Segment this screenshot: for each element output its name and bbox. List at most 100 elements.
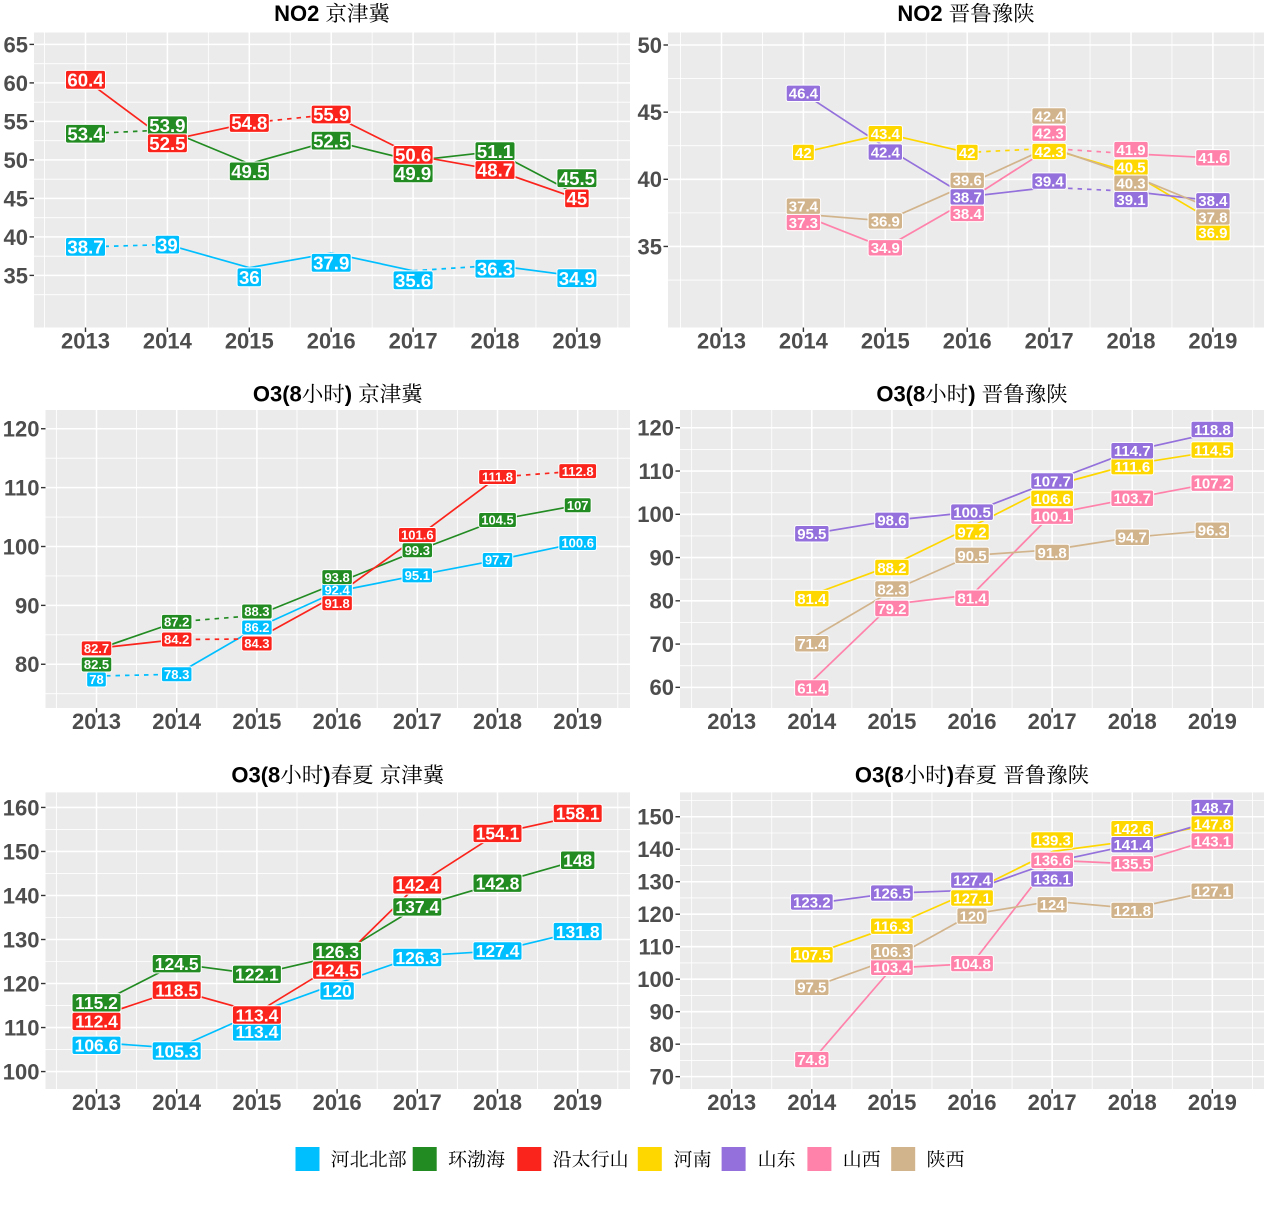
svg-text:2014: 2014	[143, 329, 193, 354]
svg-text:124.5: 124.5	[155, 954, 199, 974]
svg-text:38.7: 38.7	[67, 237, 103, 258]
svg-text:55.9: 55.9	[313, 104, 349, 125]
svg-text:142.6: 142.6	[1113, 821, 1151, 838]
svg-text:140: 140	[637, 837, 674, 862]
svg-text:39.4: 39.4	[1034, 173, 1064, 190]
svg-text:113.4: 113.4	[235, 1005, 278, 1025]
svg-text:40: 40	[4, 225, 28, 250]
svg-text:110: 110	[4, 476, 40, 501]
svg-text:111.8: 111.8	[482, 470, 513, 485]
svg-text:2019: 2019	[1188, 329, 1237, 354]
svg-text:97.5: 97.5	[797, 980, 826, 997]
svg-text:120: 120	[322, 981, 351, 1001]
svg-text:45: 45	[4, 186, 28, 211]
svg-text:2019: 2019	[1188, 709, 1237, 734]
svg-text:122.1: 122.1	[235, 965, 279, 985]
svg-text:106.6: 106.6	[75, 1036, 119, 1056]
svg-text:90: 90	[15, 593, 39, 618]
svg-text:104.5: 104.5	[481, 513, 514, 528]
svg-text:): )	[968, 382, 981, 407]
svg-text:35.6: 35.6	[395, 270, 431, 291]
svg-text:36.9: 36.9	[1198, 225, 1227, 242]
svg-text:95.5: 95.5	[797, 526, 826, 543]
svg-text:2016: 2016	[948, 709, 997, 734]
svg-text:2015: 2015	[867, 1090, 916, 1115]
svg-text:100.6: 100.6	[561, 536, 594, 551]
svg-text:126.3: 126.3	[395, 948, 439, 968]
svg-text:88.3: 88.3	[244, 604, 269, 619]
svg-text:79.2: 79.2	[877, 601, 906, 618]
svg-text:140: 140	[3, 883, 40, 908]
svg-text:42.4: 42.4	[1034, 108, 1064, 125]
svg-text:118.5: 118.5	[155, 980, 198, 1000]
svg-text:130: 130	[637, 870, 674, 895]
svg-text:106.3: 106.3	[873, 944, 911, 961]
svg-text:39: 39	[157, 234, 178, 255]
svg-text:100: 100	[3, 1059, 40, 1084]
svg-text:111.6: 111.6	[1114, 459, 1150, 476]
svg-text:90: 90	[650, 1000, 674, 1025]
svg-text:2014: 2014	[152, 1090, 202, 1115]
svg-text:2015: 2015	[225, 329, 274, 354]
svg-text:2013: 2013	[72, 709, 121, 734]
svg-text:90.5: 90.5	[957, 548, 986, 565]
svg-text:52.5: 52.5	[149, 133, 185, 154]
svg-text:2018: 2018	[1107, 329, 1156, 354]
svg-text:127.1: 127.1	[1194, 884, 1232, 901]
svg-text:O3(8: O3(8	[253, 382, 302, 407]
svg-text:2013: 2013	[707, 1090, 756, 1115]
svg-text:51.1: 51.1	[477, 141, 513, 162]
svg-text:98.6: 98.6	[877, 513, 906, 530]
svg-text:34.9: 34.9	[871, 240, 900, 257]
svg-text:127.1: 127.1	[953, 890, 991, 907]
svg-text:2013: 2013	[61, 329, 110, 354]
svg-text:107: 107	[567, 498, 589, 513]
svg-text:120: 120	[637, 416, 674, 441]
svg-text:2015: 2015	[867, 709, 916, 734]
svg-text:2014: 2014	[787, 709, 837, 734]
svg-text:2017: 2017	[1028, 1090, 1077, 1115]
svg-text:45: 45	[638, 100, 662, 125]
svg-text:82.3: 82.3	[877, 581, 906, 598]
svg-text:84.2: 84.2	[164, 632, 189, 647]
svg-text:2017: 2017	[389, 329, 438, 354]
svg-text:80: 80	[650, 1032, 674, 1057]
svg-text:49.9: 49.9	[395, 163, 431, 184]
svg-text:147.8: 147.8	[1194, 816, 1232, 833]
svg-text:81.4: 81.4	[797, 591, 827, 608]
svg-text:2013: 2013	[72, 1090, 121, 1115]
svg-text:60: 60	[4, 71, 28, 96]
svg-text:2017: 2017	[1025, 329, 1074, 354]
svg-text:2013: 2013	[707, 709, 756, 734]
svg-text:42.3: 42.3	[1034, 126, 1063, 143]
svg-text:88.2: 88.2	[877, 560, 906, 577]
svg-text:124.5: 124.5	[315, 960, 359, 980]
svg-text:78.3: 78.3	[164, 667, 189, 682]
svg-text:42: 42	[795, 145, 812, 162]
svg-text:): )	[345, 382, 358, 407]
svg-text:49.5: 49.5	[231, 161, 267, 182]
svg-text:90: 90	[650, 545, 674, 570]
svg-text:60.4: 60.4	[67, 69, 104, 90]
svg-text:110: 110	[639, 459, 675, 484]
svg-text:2018: 2018	[1108, 709, 1157, 734]
svg-text:97.2: 97.2	[957, 524, 986, 541]
svg-text:74.8: 74.8	[797, 1052, 826, 1069]
svg-text:37.4: 37.4	[789, 199, 819, 216]
svg-text:40.3: 40.3	[1116, 176, 1145, 193]
svg-text:2017: 2017	[1028, 709, 1077, 734]
svg-text:39.1: 39.1	[1116, 192, 1145, 209]
svg-text:35: 35	[638, 234, 662, 259]
svg-text:113.4: 113.4	[235, 1022, 278, 1042]
svg-text:53.9: 53.9	[149, 115, 185, 136]
svg-text:105.3: 105.3	[155, 1041, 199, 1061]
svg-text:53.4: 53.4	[67, 123, 104, 144]
svg-text:39.6: 39.6	[953, 173, 982, 190]
svg-text:40: 40	[638, 167, 662, 192]
svg-text:2014: 2014	[779, 329, 829, 354]
svg-text:87.2: 87.2	[164, 615, 189, 630]
svg-text:48.7: 48.7	[477, 160, 513, 181]
svg-text:92.4: 92.4	[324, 582, 350, 597]
svg-text:150: 150	[637, 805, 674, 830]
svg-text:95.1: 95.1	[405, 568, 430, 583]
